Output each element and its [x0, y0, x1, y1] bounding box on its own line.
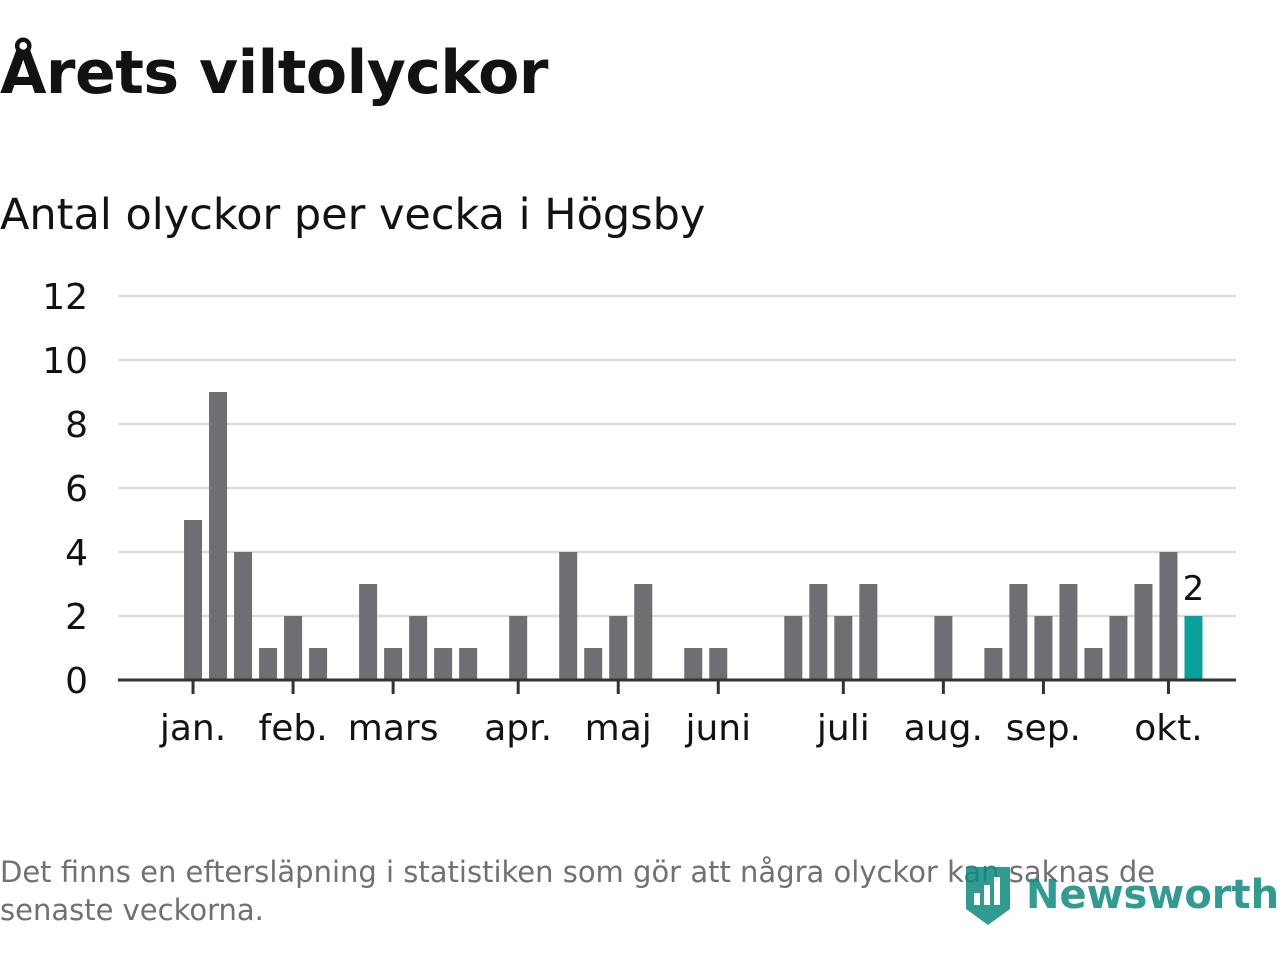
y-tick-label: 0 [65, 661, 88, 702]
x-tick-label: sep. [1006, 708, 1081, 749]
x-tick-label: mars [348, 708, 439, 749]
y-tick-label: 6 [65, 469, 88, 510]
chart-subtitle: Antal olyckor per vecka i Högsby [0, 190, 706, 240]
x-tick-label: jan. [159, 708, 226, 749]
bars [184, 392, 1203, 680]
bar-chart: 0 2 4 6 8 10 12 jan. feb. mars apr. maj juni juli aug… [42, 277, 1236, 749]
bar [459, 648, 478, 680]
bar-highlighted [1184, 616, 1203, 680]
chart-title: Årets viltolyckor [0, 38, 549, 108]
x-tick-label: maj [585, 708, 652, 749]
bar [284, 616, 303, 680]
x-tick-label: juni [684, 708, 751, 749]
y-tick-label: 8 [65, 405, 88, 446]
y-tick-label: 4 [65, 533, 88, 574]
bar [259, 648, 278, 680]
bar [409, 616, 428, 680]
newsworthy-logo-icon [966, 867, 1010, 925]
bar [1009, 584, 1028, 680]
x-tick-label: okt. [1134, 708, 1202, 749]
data-labels: 2 [1183, 569, 1205, 609]
y-axis-ticks: 0 2 4 6 8 10 12 [42, 277, 88, 702]
bar [1059, 584, 1078, 680]
y-tick-label: 12 [42, 277, 88, 318]
bar [784, 616, 803, 680]
bar [384, 648, 403, 680]
logo-text: Newsworthy [1026, 872, 1280, 918]
data-label: 2 [1183, 569, 1205, 609]
y-tick-label: 10 [42, 341, 88, 382]
bar [809, 584, 828, 680]
bar [434, 648, 453, 680]
bar [634, 584, 653, 680]
x-axis: jan. feb. mars apr. maj juni juli aug. sep. okt. [118, 678, 1236, 749]
gridlines [118, 294, 1236, 618]
y-tick-label: 2 [65, 597, 88, 638]
bar [1159, 552, 1178, 680]
newsworthy-logo: Newsworthy [962, 862, 1280, 928]
bar [684, 648, 703, 680]
bar [559, 552, 578, 680]
bar [859, 584, 878, 680]
bar [709, 648, 728, 680]
x-tick-label: aug. [904, 708, 983, 749]
bar [184, 520, 203, 680]
bar [209, 392, 228, 680]
bar [1109, 616, 1128, 680]
bar [609, 616, 628, 680]
bar [984, 648, 1003, 680]
bar [1034, 616, 1053, 680]
x-tick-label: feb. [259, 708, 328, 749]
bar [309, 648, 328, 680]
bar [834, 616, 853, 680]
footnote: Det finns en eftersläpning i statistiken… [0, 855, 1156, 927]
bar [509, 616, 528, 680]
bar [934, 616, 953, 680]
bar [1134, 584, 1153, 680]
bar [359, 584, 378, 680]
x-tick-label: juli [816, 708, 870, 749]
x-tick-label: apr. [484, 708, 552, 749]
bar [234, 552, 253, 680]
bar [1084, 648, 1103, 680]
bar [584, 648, 603, 680]
